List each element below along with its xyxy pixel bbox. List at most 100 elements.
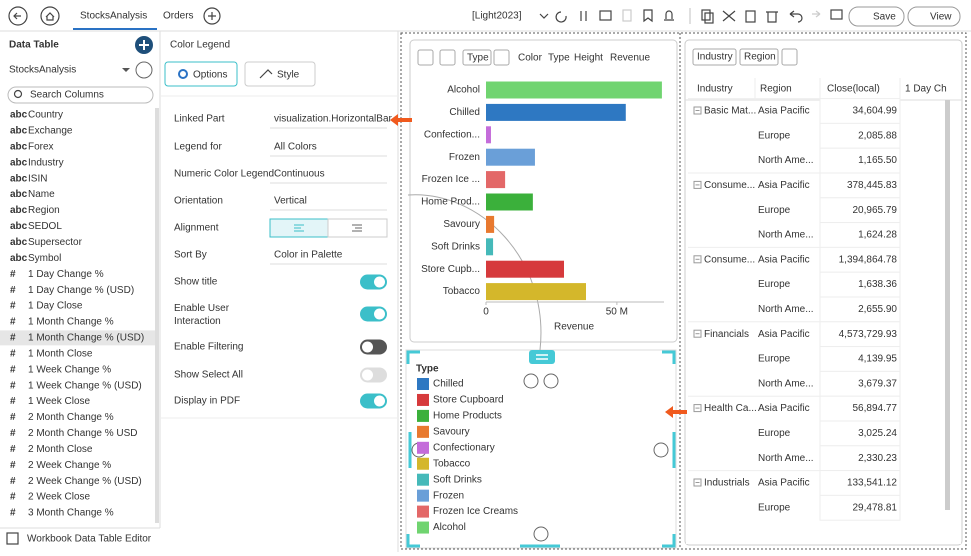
theme-dropdown[interactable] xyxy=(539,13,549,19)
legend-swatch xyxy=(417,457,429,470)
link-curve xyxy=(407,194,542,351)
back-button[interactable] xyxy=(8,6,28,26)
y-tick-label: Savoury xyxy=(443,219,480,230)
column-header: Region xyxy=(760,84,792,95)
group-by-button[interactable] xyxy=(739,48,779,66)
toggle-knob xyxy=(374,308,385,320)
bar xyxy=(486,238,494,256)
edit-source-button[interactable] xyxy=(135,61,153,79)
tab-label: Style xyxy=(277,70,300,81)
home-icon xyxy=(45,12,55,21)
view-label: View xyxy=(930,12,952,23)
sort-button[interactable] xyxy=(417,49,434,66)
industry-cell: Health Ca... xyxy=(704,403,757,414)
column-type: # xyxy=(10,444,16,455)
close-cell: 1,638.36 xyxy=(858,279,897,290)
column-name: Country xyxy=(28,110,63,121)
legend-swatch xyxy=(417,393,429,406)
property-label: Show title xyxy=(174,277,218,288)
options-tab[interactable] xyxy=(164,61,238,87)
property-label: Numeric Color Legend xyxy=(174,169,274,180)
save-label: Save xyxy=(873,12,896,23)
column-name: Region xyxy=(28,205,60,216)
column-type: # xyxy=(10,508,16,519)
x-tick-label: 50 M xyxy=(606,307,628,318)
panel-title: Data Table xyxy=(9,40,59,51)
y-tick-label: Store Cupb... xyxy=(421,264,480,275)
region-cell: Europe xyxy=(758,428,791,439)
legend-swatch xyxy=(417,378,429,390)
column-type: abc xyxy=(10,205,28,216)
region-cell: Europe xyxy=(758,502,791,513)
save-button[interactable] xyxy=(848,6,905,27)
column-type: # xyxy=(10,380,16,391)
group-button[interactable] xyxy=(462,49,492,66)
close-cell: 1,394,864.78 xyxy=(839,254,898,265)
column-header: Close(local) xyxy=(827,84,880,95)
y-tick-label: Soft Drinks xyxy=(431,241,480,252)
home-button[interactable] xyxy=(40,6,60,26)
column-name: 1 Day Close xyxy=(28,301,83,312)
bar xyxy=(486,260,565,278)
encoding-label: Type xyxy=(548,53,570,64)
column-type: # xyxy=(10,412,16,423)
y-tick-label: Home Prod... xyxy=(421,197,480,208)
add-icon xyxy=(139,40,149,50)
scrollbar[interactable] xyxy=(155,108,159,523)
y-tick-label: Frozen xyxy=(449,152,480,163)
property-value: Continuous xyxy=(274,169,325,180)
legend-label: Home Products xyxy=(433,411,502,422)
column-type: abc xyxy=(10,189,28,200)
industry-cell: Consume... xyxy=(704,180,755,191)
resize-horizontal-button[interactable] xyxy=(653,442,669,458)
column-name: 1 Month Change % xyxy=(28,317,114,328)
sort-direction-button[interactable] xyxy=(439,49,456,66)
column-name: 1 Month Close xyxy=(28,348,93,359)
legend-swatch xyxy=(417,505,429,518)
search-icon xyxy=(13,89,23,99)
column-type: # xyxy=(10,317,16,328)
column-type: # xyxy=(10,460,16,471)
add-group-button[interactable] xyxy=(493,49,510,66)
close-cell: 4,139.95 xyxy=(858,354,897,365)
toggle-knob xyxy=(374,395,385,407)
bar xyxy=(486,126,491,144)
footer-label: Workbook Data Table Editor xyxy=(27,534,152,545)
property-label: Linked Part xyxy=(174,114,225,125)
group-by-button[interactable] xyxy=(692,48,737,66)
legend-label: Confectionary xyxy=(433,442,495,453)
source-dropdown[interactable] xyxy=(122,68,130,72)
region-cell: Europe xyxy=(758,130,791,141)
value-cell xyxy=(819,172,901,199)
table-scrollbar[interactable] xyxy=(945,100,950,510)
value-cell xyxy=(819,246,901,273)
x-axis-label: Revenue xyxy=(554,322,594,333)
move-handle[interactable] xyxy=(529,350,555,364)
search-box[interactable] xyxy=(7,86,154,104)
region-cell: North Ame... xyxy=(758,453,814,464)
toggle-knob xyxy=(374,276,385,288)
fullscreen-button[interactable] xyxy=(543,373,559,389)
region-cell: Europe xyxy=(758,279,791,290)
source-name: StocksAnalysis xyxy=(9,65,76,76)
close-cell: 3,025.24 xyxy=(858,428,897,439)
column-type: abc xyxy=(10,141,28,152)
column-name: 1 Day Change % (USD) xyxy=(28,285,134,296)
region-cell: Europe xyxy=(758,205,791,216)
column-name: 1 Month Change % (USD) xyxy=(28,333,144,344)
panel-title: Color Legend xyxy=(170,40,230,51)
close-cell: 29,478.81 xyxy=(853,502,898,513)
resize-vertical-button[interactable] xyxy=(533,526,549,542)
legend-label: Frozen Ice Creams xyxy=(433,506,518,517)
resize-vertical-button[interactable] xyxy=(523,373,539,389)
region-cell: North Ame... xyxy=(758,155,814,166)
view-button[interactable] xyxy=(907,6,961,27)
add-group-button[interactable] xyxy=(781,48,798,66)
value-cell xyxy=(819,197,901,224)
region-cell: Asia Pacific xyxy=(758,478,810,489)
add-tab-button[interactable] xyxy=(203,7,221,25)
options-icon xyxy=(178,69,188,79)
style-tab[interactable] xyxy=(244,61,316,87)
column-name: 1 Week Change % (USD) xyxy=(28,380,142,391)
